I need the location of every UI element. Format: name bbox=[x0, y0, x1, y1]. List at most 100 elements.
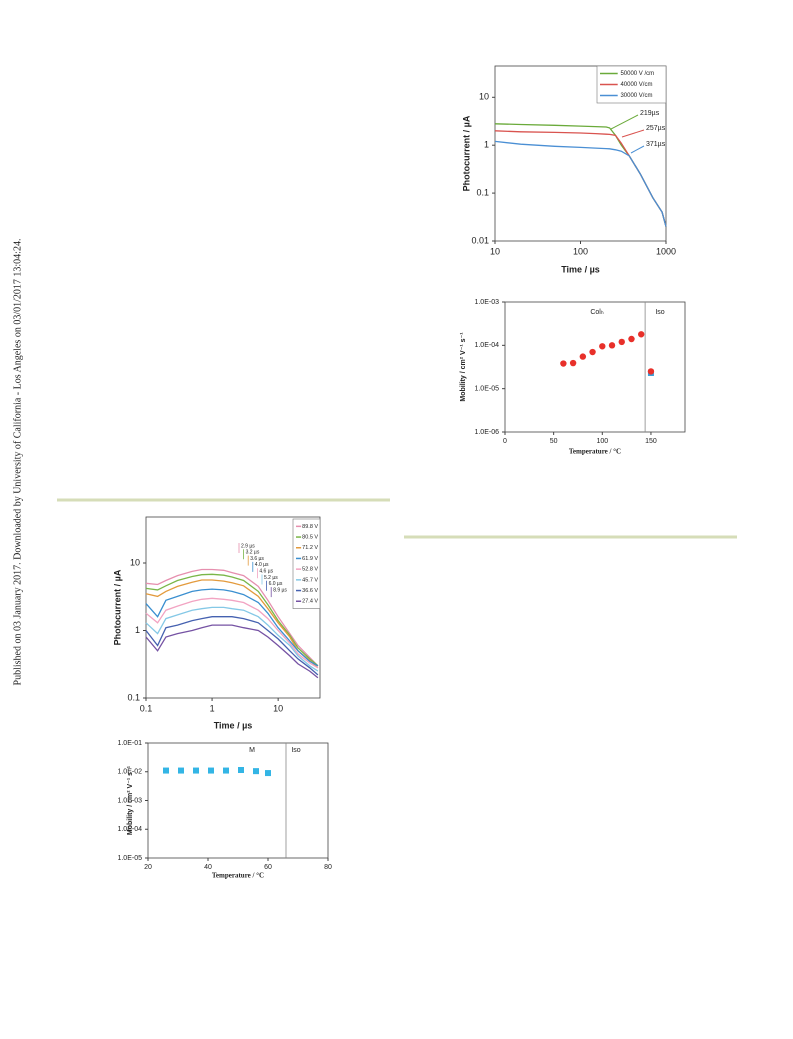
data-point bbox=[569, 359, 577, 367]
x-tick-label: 100 bbox=[596, 438, 608, 445]
series-line bbox=[145, 616, 319, 676]
y-tick-label: 1.0E-05 bbox=[474, 386, 499, 393]
series-line bbox=[494, 130, 667, 227]
x-tick-label: 50 bbox=[550, 438, 558, 445]
y-tick-label: 1 bbox=[135, 625, 140, 635]
annotation: 3.6 µs bbox=[250, 556, 264, 562]
legend-label: 80.5 V bbox=[302, 535, 318, 541]
annotation: 257µs bbox=[646, 125, 666, 132]
annotation-arrow bbox=[630, 145, 645, 154]
x-tick-label: 0.1 bbox=[140, 703, 153, 713]
sidebar-note: Published on 03 January 2017. Downloaded… bbox=[12, 239, 23, 686]
data-point bbox=[638, 331, 645, 338]
series-line bbox=[145, 568, 319, 667]
y-tick-label: 1.0E-04 bbox=[117, 826, 142, 833]
data-point bbox=[265, 770, 271, 777]
y-axis-label: Photocurrent / µA bbox=[461, 115, 471, 191]
annotation-arrow bbox=[621, 129, 645, 138]
data-point bbox=[208, 767, 214, 774]
legend-box bbox=[292, 518, 321, 609]
x-tick-label: 20 bbox=[144, 864, 152, 871]
legend-label: 89.8 V bbox=[302, 524, 318, 530]
x-tick-label: 10 bbox=[490, 246, 500, 256]
x-axis-label: Time / µs bbox=[561, 264, 600, 274]
phase-label: Colₕ bbox=[590, 309, 604, 316]
y-tick-label: 1.0E-05 bbox=[117, 855, 142, 862]
x-tick-label: 100 bbox=[573, 246, 588, 256]
x-axis-label: Temperature / °C bbox=[212, 872, 264, 880]
x-tick-label: 40 bbox=[204, 864, 212, 871]
x-tick-label: 80 bbox=[324, 864, 332, 871]
data-point bbox=[560, 360, 567, 367]
legend-label: 71.2 V bbox=[302, 545, 318, 551]
y-tick-label: 1.0E-03 bbox=[117, 797, 142, 804]
y-tick-label: 10 bbox=[479, 92, 489, 102]
x-axis-label: Temperature / °C bbox=[569, 448, 621, 456]
y-tick-label: 1.0E-03 bbox=[474, 299, 499, 306]
series-line bbox=[494, 140, 667, 227]
annotation: 371µs bbox=[646, 141, 666, 148]
data-point bbox=[608, 342, 616, 349]
annotation: 4.6 µs bbox=[259, 569, 273, 575]
y-tick-label: 0.1 bbox=[476, 187, 489, 197]
phase-label: Iso bbox=[291, 747, 300, 754]
annotation: 2.9 µs bbox=[241, 543, 255, 549]
y-tick-label: 0.01 bbox=[471, 235, 489, 245]
y-tick-label: 0.1 bbox=[127, 692, 140, 702]
x-tick-label: 10 bbox=[273, 703, 283, 713]
data-point bbox=[647, 368, 655, 375]
plot-frame bbox=[504, 301, 686, 433]
x-axis-label: Time / µs bbox=[214, 720, 253, 730]
y-tick-label: 1.0E-04 bbox=[474, 342, 499, 349]
series-line bbox=[145, 597, 319, 669]
plot-frame bbox=[147, 742, 329, 859]
data-point bbox=[253, 768, 259, 775]
x-tick-label: 150 bbox=[645, 438, 657, 445]
legend-label: 40000 V/cm bbox=[620, 82, 652, 88]
series-line bbox=[145, 573, 319, 667]
y-tick-label: 10 bbox=[130, 557, 140, 567]
x-tick-label: 0 bbox=[503, 438, 507, 445]
y-axis-label: Mobility / cm² V⁻¹ s⁻¹ bbox=[460, 332, 467, 402]
y-tick-label: 1.0E-02 bbox=[117, 769, 142, 776]
annotation: 6.0 µs bbox=[269, 581, 283, 587]
legend-label: 52.8 V bbox=[302, 567, 318, 573]
x-tick-label: 1000 bbox=[656, 246, 676, 256]
series-line bbox=[145, 624, 319, 679]
legend-label: 27.4 V bbox=[302, 599, 318, 605]
phase-label: M bbox=[249, 747, 255, 754]
legend-label: 36.6 V bbox=[302, 588, 318, 594]
annotation: 3.2 µs bbox=[246, 550, 260, 556]
data-point bbox=[193, 767, 199, 774]
data-point bbox=[163, 767, 169, 774]
data-point bbox=[628, 335, 635, 343]
annotation: 4.0 µs bbox=[255, 562, 269, 568]
annotation: 8.9 µs bbox=[273, 587, 287, 593]
data-point bbox=[589, 348, 596, 356]
data-point bbox=[223, 767, 229, 774]
annotation: 219µs bbox=[640, 110, 660, 117]
series-line bbox=[145, 606, 319, 672]
annotation-arrow bbox=[610, 114, 639, 130]
legend-label: 61.9 V bbox=[302, 556, 318, 562]
phase-label: Iso bbox=[655, 309, 664, 316]
x-tick-label: 1 bbox=[210, 703, 215, 713]
y-axis-label: Mobility / cm² V⁻¹ s⁻¹ bbox=[127, 765, 134, 835]
x-tick-label: 60 bbox=[264, 864, 272, 871]
data-point bbox=[618, 338, 625, 346]
y-tick-label: 1 bbox=[484, 140, 489, 150]
data-point bbox=[238, 767, 244, 774]
data-point bbox=[579, 353, 587, 360]
legend-label: 30000 V/cm bbox=[620, 93, 652, 99]
y-axis-label: Photocurrent / µA bbox=[112, 569, 122, 645]
series-line bbox=[145, 588, 319, 667]
y-tick-label: 1.0E-06 bbox=[474, 429, 499, 436]
legend-label: 45.7 V bbox=[302, 577, 318, 583]
y-tick-label: 1.0E-01 bbox=[117, 740, 142, 747]
series-line bbox=[145, 579, 319, 669]
data-point bbox=[178, 767, 184, 774]
annotation: 5.2 µs bbox=[264, 575, 278, 581]
data-point bbox=[599, 343, 606, 350]
